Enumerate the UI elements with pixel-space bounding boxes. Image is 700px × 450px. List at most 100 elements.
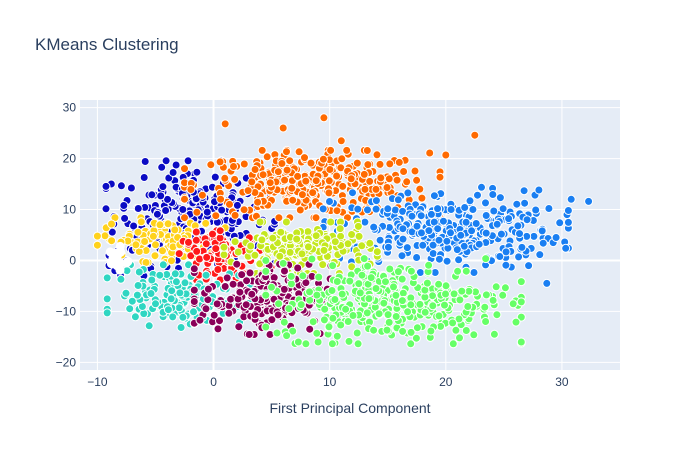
cluster-8-point[interactable] <box>448 339 458 349</box>
cluster-1-point[interactable] <box>225 199 234 209</box>
cluster-8-point[interactable] <box>457 286 467 296</box>
cluster-0-point[interactable] <box>129 221 139 231</box>
cluster-6-point[interactable] <box>174 303 184 313</box>
cluster-8-point[interactable] <box>272 328 282 338</box>
cluster-0-point[interactable] <box>192 167 202 177</box>
cluster-6-point[interactable] <box>189 307 198 317</box>
cluster-8-point[interactable] <box>355 288 365 298</box>
cluster-0-point[interactable] <box>126 183 136 193</box>
cluster-2-point[interactable] <box>504 214 514 224</box>
cluster-2-point[interactable] <box>520 198 530 208</box>
cluster-1-point[interactable] <box>278 123 288 133</box>
cluster-1-point[interactable] <box>282 147 291 157</box>
cluster-2-point[interactable] <box>563 206 573 215</box>
cluster-8-point[interactable] <box>357 270 367 280</box>
cluster-8-point[interactable] <box>359 254 369 264</box>
cluster-1-point[interactable] <box>274 213 284 223</box>
cluster-2-point[interactable] <box>446 205 456 214</box>
cluster-8-point[interactable] <box>343 317 353 326</box>
cluster-6-point[interactable] <box>171 277 181 287</box>
cluster-8-point[interactable] <box>406 339 416 349</box>
cluster-6-point[interactable] <box>155 270 165 280</box>
cluster-6-point[interactable] <box>130 312 140 322</box>
cluster-9-point[interactable] <box>105 247 115 257</box>
cluster-2-point[interactable] <box>418 240 428 250</box>
cluster-2-point[interactable] <box>522 215 532 225</box>
cluster-2-point[interactable] <box>416 211 426 221</box>
cluster-2-point[interactable] <box>538 238 548 248</box>
cluster-2-point[interactable] <box>501 247 511 257</box>
cluster-1-point[interactable] <box>250 165 260 174</box>
cluster-2-point[interactable] <box>469 268 479 277</box>
cluster-1-point[interactable] <box>435 172 445 182</box>
cluster-1-point[interactable] <box>280 175 290 185</box>
cluster-2-point[interactable] <box>513 221 523 231</box>
cluster-1-point[interactable] <box>342 145 352 155</box>
cluster-1-point[interactable] <box>338 181 348 191</box>
cluster-3-point[interactable] <box>148 231 158 241</box>
cluster-5-point[interactable] <box>326 217 336 227</box>
cluster-1-point[interactable] <box>297 190 307 200</box>
cluster-2-point[interactable] <box>481 198 490 208</box>
cluster-8-point[interactable] <box>320 304 330 314</box>
cluster-2-point[interactable] <box>537 226 547 236</box>
cluster-2-point[interactable] <box>542 278 552 288</box>
cluster-6-point[interactable] <box>201 270 211 280</box>
cluster-2-point[interactable] <box>477 182 486 192</box>
cluster-1-point[interactable] <box>253 197 263 207</box>
cluster-8-point[interactable] <box>424 260 434 270</box>
cluster-8-point[interactable] <box>461 266 471 276</box>
cluster-8-point[interactable] <box>371 284 381 293</box>
cluster-7-point[interactable] <box>305 324 315 334</box>
cluster-8-point[interactable] <box>267 282 276 292</box>
cluster-8-point[interactable] <box>391 290 401 300</box>
cluster-8-point[interactable] <box>305 287 314 297</box>
cluster-8-point[interactable] <box>319 315 329 325</box>
cluster-8-point[interactable] <box>341 304 351 314</box>
cluster-6-point[interactable] <box>125 304 135 314</box>
cluster-1-point[interactable] <box>375 159 385 169</box>
cluster-5-point[interactable] <box>219 250 229 260</box>
cluster-1-point[interactable] <box>230 174 240 184</box>
cluster-1-point[interactable] <box>382 183 392 192</box>
cluster-8-point[interactable] <box>362 308 372 318</box>
cluster-1-point[interactable] <box>399 167 409 176</box>
cluster-1-point[interactable] <box>384 174 394 184</box>
cluster-2-point[interactable] <box>461 217 471 227</box>
cluster-8-point[interactable] <box>327 286 337 295</box>
cluster-2-point[interactable] <box>473 190 482 200</box>
cluster-8-point[interactable] <box>369 325 379 335</box>
cluster-8-point[interactable] <box>327 339 337 349</box>
cluster-2-point[interactable] <box>424 226 434 236</box>
cluster-8-point[interactable] <box>313 337 323 347</box>
cluster-7-point[interactable] <box>250 310 260 320</box>
cluster-1-point[interactable] <box>211 211 221 221</box>
cluster-8-point[interactable] <box>284 304 294 314</box>
cluster-1-point[interactable] <box>352 158 362 168</box>
cluster-2-point[interactable] <box>488 190 498 199</box>
cluster-8-point[interactable] <box>382 325 392 335</box>
cluster-1-point[interactable] <box>470 130 480 140</box>
cluster-1-point[interactable] <box>265 178 275 188</box>
cluster-1-point[interactable] <box>180 213 189 223</box>
cluster-2-point[interactable] <box>454 255 464 265</box>
cluster-3-point[interactable] <box>107 236 117 246</box>
cluster-5-point[interactable] <box>335 224 345 234</box>
cluster-8-point[interactable] <box>415 299 425 309</box>
cluster-2-point[interactable] <box>434 235 444 245</box>
cluster-8-point[interactable] <box>489 329 499 339</box>
cluster-8-point[interactable] <box>279 317 289 327</box>
cluster-1-point[interactable] <box>336 136 346 146</box>
cluster-2-point[interactable] <box>566 194 576 204</box>
cluster-2-point[interactable] <box>353 204 363 214</box>
cluster-0-point[interactable] <box>156 191 166 201</box>
cluster-1-point[interactable] <box>324 188 334 198</box>
cluster-8-point[interactable] <box>516 277 526 287</box>
cluster-1-point[interactable] <box>230 210 240 220</box>
cluster-8-point[interactable] <box>426 326 436 336</box>
cluster-4-point[interactable] <box>215 226 225 236</box>
cluster-1-point[interactable] <box>293 171 303 181</box>
cluster-5-point[interactable] <box>303 227 313 237</box>
cluster-0-point[interactable] <box>161 206 171 215</box>
cluster-7-point[interactable] <box>189 285 199 295</box>
